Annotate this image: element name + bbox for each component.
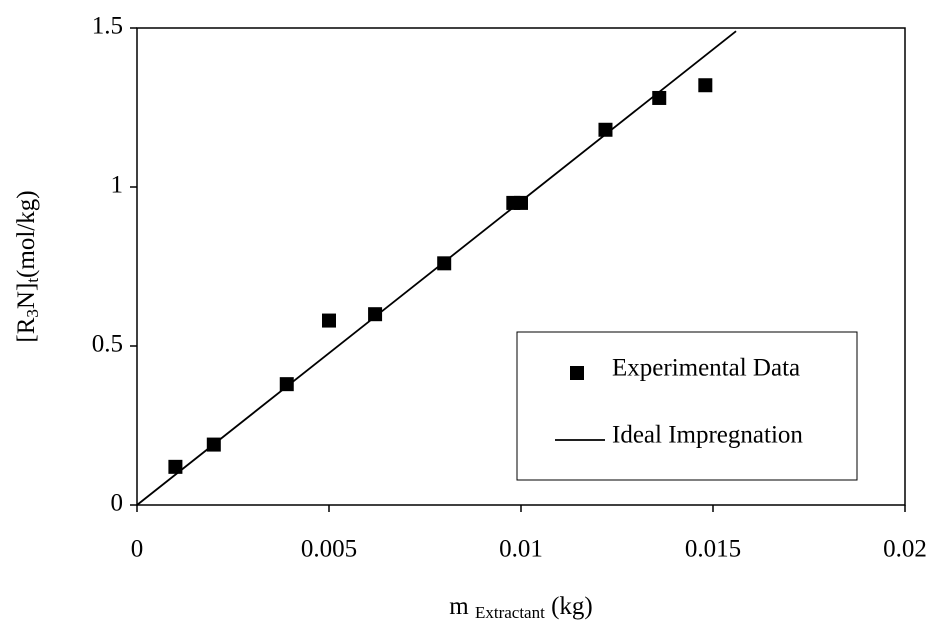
x-tick-label: 0.015 — [685, 536, 741, 563]
x-axis-label-part: m — [449, 593, 475, 620]
data-point — [168, 459, 183, 474]
data-point — [598, 122, 613, 137]
x-axis-label-part: Extractant — [475, 603, 545, 622]
data-point — [368, 307, 383, 322]
x-tick-label: 0.02 — [883, 536, 927, 563]
legend-marker — [570, 366, 584, 380]
x-tick-label: 0 — [131, 536, 144, 563]
legend-box — [516, 331, 858, 481]
legend-label: Experimental Data — [612, 355, 800, 382]
data-point — [322, 313, 336, 328]
data-point — [698, 78, 713, 93]
y-axis-label-part: t — [23, 278, 42, 283]
y-axis-label-part: [R — [13, 317, 40, 342]
ideal-line — [136, 30, 737, 506]
x-tick-label: 0.005 — [301, 536, 357, 563]
y-axis-label: [R3N]t(mol/kg) — [13, 190, 42, 342]
y-tick-label: 1 — [111, 172, 124, 199]
x-axis-label: m Extractant (kg) — [449, 593, 592, 622]
y-tick-label: 0 — [111, 490, 124, 517]
data-point — [279, 377, 294, 392]
x-axis-label-part: (kg) — [545, 593, 593, 620]
y-axis-label-part: N] — [13, 283, 40, 309]
y-axis-label-part: 3 — [23, 309, 42, 318]
legend-label: Ideal Impregnation — [612, 422, 803, 449]
y-axis-label-part: (mol/kg) — [13, 190, 40, 278]
y-tick-label: 1.5 — [92, 13, 123, 40]
x-tick-label: 0.01 — [499, 536, 543, 563]
y-tick-label: 0.5 — [92, 331, 123, 358]
